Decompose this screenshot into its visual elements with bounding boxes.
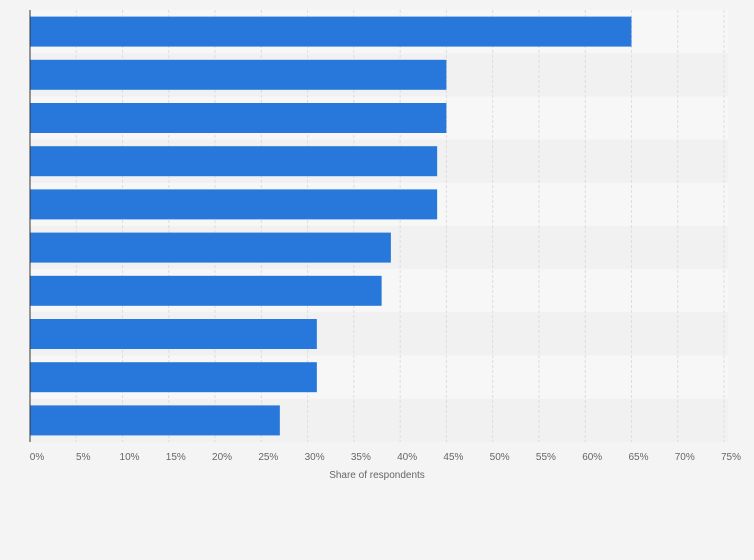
x-tick-label: 40% (397, 452, 417, 463)
x-tick-labels: 0% 5% 10% 15% 20% 25% 30% 35% 40% 45% 50% 55% 60% 65%… (30, 452, 741, 463)
x-tick-label: 75% (721, 452, 741, 463)
x-tick-label: 25% (258, 452, 278, 463)
x-axis-title: Share of respondents (329, 470, 425, 481)
bar[interactable] (30, 103, 447, 133)
x-tick-label: 45% (443, 452, 463, 463)
x-tick-label: 30% (305, 452, 325, 463)
x-tick-label: 0% (30, 452, 45, 463)
bars (30, 16, 632, 436)
bar[interactable] (30, 319, 317, 349)
x-tick-label: 55% (536, 452, 556, 463)
bar[interactable] (30, 362, 317, 393)
x-tick-label: 65% (628, 452, 648, 463)
bar[interactable] (30, 189, 438, 220)
x-tick-label: 10% (120, 452, 140, 463)
bar[interactable] (30, 146, 438, 177)
bar[interactable] (30, 405, 280, 436)
bar[interactable] (30, 59, 447, 90)
x-tick-label: 15% (166, 452, 186, 463)
x-tick-label: 70% (675, 452, 695, 463)
bar[interactable] (30, 232, 391, 263)
x-tick-label: 5% (76, 452, 91, 463)
bar[interactable] (30, 16, 632, 47)
x-tick-label: 35% (351, 452, 371, 463)
bar[interactable] (30, 275, 382, 306)
x-tick-label: 20% (212, 452, 232, 463)
x-tick-label: 50% (490, 452, 510, 463)
x-tick-label: 60% (582, 452, 602, 463)
